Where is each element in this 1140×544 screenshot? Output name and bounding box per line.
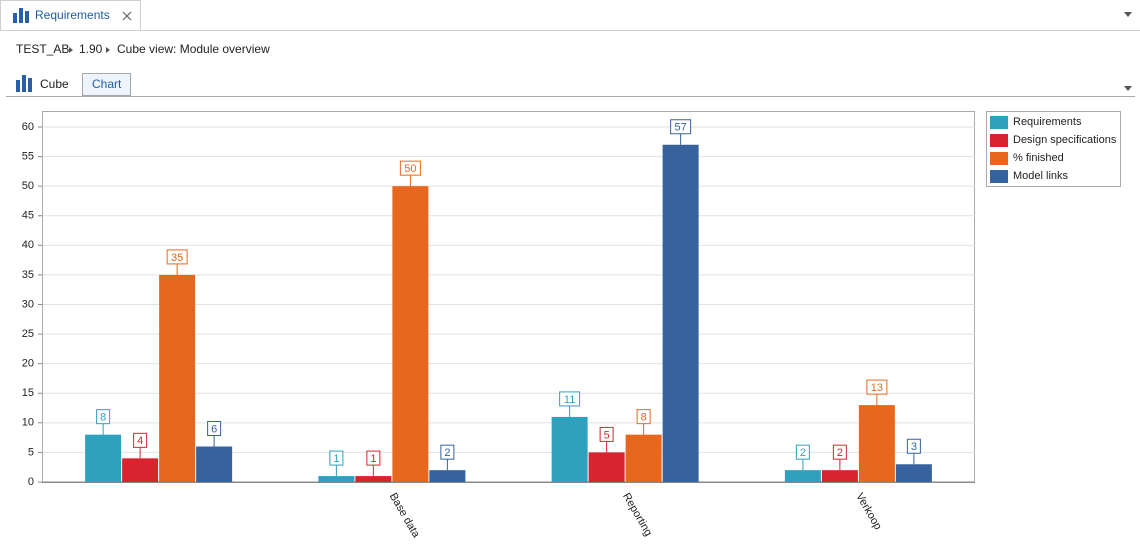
legend-swatch (990, 116, 1008, 129)
data-label: 1 (333, 453, 339, 465)
legend-swatch (990, 170, 1008, 183)
bar (196, 446, 233, 482)
bar (821, 470, 858, 482)
data-label: 50 (404, 163, 416, 175)
data-label-box (832, 444, 847, 460)
data-label: 2 (837, 447, 843, 459)
bar (392, 186, 429, 482)
data-label: 13 (871, 382, 883, 394)
legend-label: Requirements (1013, 116, 1082, 128)
breadcrumb-separator (106, 47, 110, 53)
bar (895, 464, 932, 482)
data-label-box (166, 249, 188, 265)
data-label-box (366, 450, 381, 466)
data-label: 8 (641, 412, 647, 424)
legend-swatch (990, 134, 1008, 147)
bar (858, 405, 895, 482)
data-label: 2 (444, 447, 450, 459)
y-tick-label: 15 (22, 387, 34, 399)
data-label-box (670, 119, 692, 135)
y-tick-label: 20 (22, 358, 34, 370)
data-label-box (906, 438, 921, 454)
data-label: 11 (564, 394, 575, 406)
dropdown-arrow[interactable] (1124, 86, 1132, 91)
data-label: 57 (675, 122, 687, 134)
y-tick-label: 0 (28, 476, 34, 488)
view-tab[interactable]: Cube (40, 77, 69, 91)
y-tick-label: 35 (22, 269, 34, 281)
data-label-box (559, 391, 581, 407)
data-label-box (399, 160, 421, 176)
legend-label: Model links (1013, 170, 1069, 182)
data-label-box (866, 379, 888, 395)
data-label-box (599, 426, 614, 442)
data-label: 6 (211, 423, 217, 435)
y-tick-label: 5 (28, 446, 34, 458)
data-label-box (96, 409, 111, 425)
data-label: 1 (370, 453, 376, 465)
data-label: 3 (911, 441, 917, 453)
data-label-box (440, 444, 455, 460)
breadcrumb-separator (69, 47, 73, 53)
close-button[interactable] (122, 11, 132, 21)
y-tick-label: 10 (22, 417, 34, 429)
y-tick-label: 55 (22, 150, 34, 162)
data-label-box (133, 432, 148, 448)
data-label: 4 (137, 435, 143, 447)
data-label-box (329, 450, 344, 466)
data-label: 35 (171, 252, 183, 264)
y-tick-label: 60 (22, 121, 34, 133)
y-tick-label: 50 (22, 180, 34, 192)
chart-icon (13, 8, 29, 23)
legend-label: Design specifications (1013, 134, 1117, 146)
data-label: 8 (100, 412, 106, 424)
legend-label: % finished (1013, 152, 1064, 164)
document-tab[interactable] (0, 0, 141, 31)
legend (986, 111, 1121, 187)
bar (784, 470, 821, 482)
legend-swatch (990, 152, 1008, 165)
bar (625, 434, 662, 482)
bar (85, 434, 122, 482)
bar (429, 470, 466, 482)
data-label-box (207, 421, 222, 436)
data-label-box (795, 444, 810, 460)
breadcrumb-item[interactable]: 1.90 (79, 42, 103, 56)
bar (662, 144, 699, 482)
y-tick-label: 25 (22, 328, 34, 340)
view-tab-selected[interactable] (82, 73, 131, 96)
view-tab[interactable]: Chart (92, 77, 122, 91)
data-label: 5 (604, 429, 610, 441)
dropdown-arrow[interactable] (1124, 12, 1132, 17)
bar (318, 476, 355, 482)
bar (122, 458, 159, 482)
cube-icon (16, 75, 32, 92)
y-tick-label: 45 (22, 210, 34, 222)
breadcrumb-item[interactable]: TEST_AB (16, 42, 69, 56)
tab-title: Requirements (35, 8, 110, 22)
bar (551, 416, 588, 482)
bar (159, 274, 196, 482)
bar (588, 452, 625, 482)
breadcrumb-item: Cube view: Module overview (117, 42, 270, 56)
data-label-box (636, 409, 651, 425)
bar (355, 476, 392, 482)
y-tick-label: 40 (22, 239, 34, 251)
data-label: 2 (800, 447, 806, 459)
y-tick-label: 30 (22, 298, 34, 310)
